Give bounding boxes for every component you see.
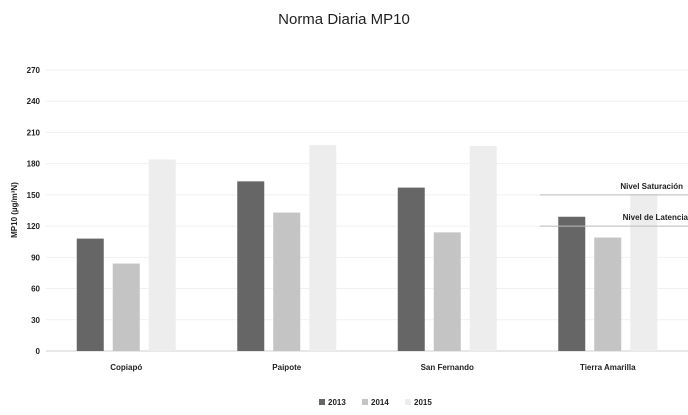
bar-2013 (76, 238, 104, 351)
bar-2015 (630, 193, 658, 351)
legend-swatch (362, 399, 368, 405)
legend: 2013 2014 2015 (319, 398, 432, 407)
y-axis-label: MP10 (µg/m³N) (10, 182, 19, 238)
legend-label: 2013 (328, 398, 346, 407)
bar-2014 (594, 237, 622, 351)
y-tick-label: 270 (27, 66, 41, 75)
reference-line-label: Nivel de Latencia (623, 213, 688, 222)
bar-2013 (237, 181, 265, 351)
gridlines (46, 69, 688, 352)
bar-2013 (558, 216, 586, 351)
legend-swatch (319, 399, 325, 405)
bar-2015 (469, 145, 497, 351)
legend-label: 2014 (371, 398, 389, 407)
y-tick-label: 90 (31, 253, 40, 262)
reference-lines: Nivel Saturación Nivel de Latencia (540, 182, 688, 227)
legend-swatch (405, 399, 411, 405)
bars (76, 144, 658, 351)
x-tick-label: Tierra Amarilla (580, 363, 636, 372)
bar-2015 (148, 159, 176, 351)
chart-title: Norma Diaria MP10 (278, 11, 410, 28)
legend-label: 2015 (414, 398, 432, 407)
x-tick-label: San Fernando (421, 363, 474, 372)
x-tick-label: Paipote (272, 363, 301, 372)
bar-2014 (112, 263, 140, 351)
bar-2014 (433, 232, 461, 351)
x-axis: Copiapó Paipote San Fernando Tierra Amarill… (110, 363, 636, 372)
y-tick-label: 120 (27, 222, 41, 231)
bar-2015 (309, 144, 337, 351)
y-tick-label: 0 (36, 347, 41, 356)
y-tick-label: 60 (31, 285, 40, 294)
bar-2014 (273, 212, 301, 351)
x-tick-label: Copiapó (110, 363, 142, 372)
y-tick-label: 150 (27, 191, 41, 200)
y-tick-label: 30 (31, 316, 40, 325)
bar-2013 (397, 187, 425, 351)
y-tick-label: 180 (27, 160, 41, 169)
y-tick-label: 210 (27, 128, 41, 137)
y-axis: 0 30 60 90 120 150 180 210 240 270 (27, 66, 41, 356)
y-tick-label: 240 (27, 97, 41, 106)
reference-line-label: Nivel Saturación (620, 182, 683, 191)
